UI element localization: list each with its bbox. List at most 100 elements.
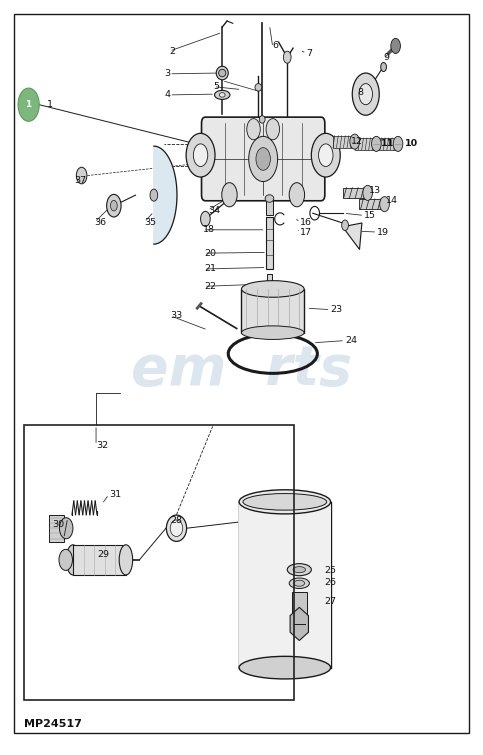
Text: 15: 15 bbox=[364, 211, 376, 220]
Text: 3: 3 bbox=[164, 69, 170, 79]
Text: 9: 9 bbox=[384, 53, 390, 62]
Bar bbox=[266, 217, 273, 269]
Circle shape bbox=[200, 211, 210, 226]
Ellipse shape bbox=[293, 567, 306, 573]
Bar bbox=[239, 502, 330, 667]
Text: 30: 30 bbox=[53, 520, 65, 529]
Bar bbox=[333, 136, 352, 148]
Circle shape bbox=[76, 168, 87, 183]
Circle shape bbox=[249, 137, 278, 181]
Ellipse shape bbox=[239, 490, 330, 514]
Ellipse shape bbox=[166, 515, 186, 541]
Text: 19: 19 bbox=[377, 227, 389, 236]
Text: 6: 6 bbox=[273, 42, 279, 51]
Ellipse shape bbox=[242, 326, 304, 340]
Text: em  rts: em rts bbox=[131, 343, 352, 397]
Ellipse shape bbox=[289, 578, 310, 588]
Text: 32: 32 bbox=[96, 441, 108, 450]
Circle shape bbox=[350, 134, 359, 149]
Text: 12: 12 bbox=[351, 137, 363, 146]
Ellipse shape bbox=[214, 91, 230, 100]
Circle shape bbox=[391, 39, 400, 54]
Text: 20: 20 bbox=[204, 248, 216, 257]
Text: 18: 18 bbox=[203, 225, 215, 234]
Circle shape bbox=[18, 88, 39, 122]
Bar bbox=[266, 199, 273, 215]
Text: 31: 31 bbox=[109, 490, 121, 499]
Text: 1: 1 bbox=[46, 100, 53, 109]
Circle shape bbox=[381, 63, 386, 72]
Circle shape bbox=[352, 73, 379, 116]
Circle shape bbox=[59, 518, 73, 539]
Circle shape bbox=[111, 200, 117, 211]
Ellipse shape bbox=[119, 545, 133, 575]
Circle shape bbox=[341, 220, 348, 230]
Ellipse shape bbox=[66, 545, 80, 575]
Ellipse shape bbox=[219, 93, 225, 97]
Text: 7: 7 bbox=[307, 49, 313, 58]
Ellipse shape bbox=[259, 116, 265, 123]
Text: 34: 34 bbox=[208, 205, 220, 214]
Circle shape bbox=[107, 194, 121, 217]
Ellipse shape bbox=[170, 520, 183, 537]
Text: 28: 28 bbox=[170, 516, 182, 525]
Circle shape bbox=[359, 84, 372, 105]
Ellipse shape bbox=[243, 494, 327, 510]
Text: 24: 24 bbox=[345, 336, 357, 345]
Circle shape bbox=[222, 183, 237, 207]
Text: 37: 37 bbox=[74, 176, 86, 184]
Bar bbox=[242, 289, 304, 333]
Text: 23: 23 bbox=[330, 305, 343, 314]
Ellipse shape bbox=[186, 134, 215, 177]
Bar bbox=[292, 592, 307, 615]
Bar bbox=[359, 199, 383, 209]
Bar bbox=[342, 187, 366, 198]
Circle shape bbox=[59, 550, 72, 571]
Ellipse shape bbox=[239, 656, 330, 679]
Bar bbox=[24, 425, 294, 700]
Circle shape bbox=[380, 196, 389, 211]
Circle shape bbox=[284, 51, 291, 63]
Circle shape bbox=[393, 137, 403, 152]
Text: 27: 27 bbox=[325, 596, 336, 606]
Ellipse shape bbox=[242, 281, 304, 297]
Text: 13: 13 bbox=[369, 186, 381, 195]
Circle shape bbox=[319, 144, 333, 167]
Text: 1: 1 bbox=[26, 100, 32, 109]
Text: 2: 2 bbox=[169, 47, 175, 56]
Ellipse shape bbox=[294, 581, 305, 586]
FancyBboxPatch shape bbox=[201, 117, 325, 201]
Text: 33: 33 bbox=[170, 311, 183, 320]
Ellipse shape bbox=[287, 564, 312, 576]
Circle shape bbox=[363, 185, 372, 200]
Text: 26: 26 bbox=[325, 578, 336, 587]
Text: 5: 5 bbox=[213, 82, 220, 91]
Circle shape bbox=[289, 183, 305, 207]
Text: 10: 10 bbox=[405, 140, 418, 149]
Ellipse shape bbox=[216, 66, 228, 80]
Text: 17: 17 bbox=[300, 228, 312, 237]
Text: MP24517: MP24517 bbox=[24, 720, 82, 729]
Circle shape bbox=[266, 119, 280, 140]
Text: 11: 11 bbox=[381, 140, 395, 149]
Text: 29: 29 bbox=[97, 550, 109, 559]
Polygon shape bbox=[342, 223, 362, 249]
Bar bbox=[376, 138, 396, 150]
Ellipse shape bbox=[219, 69, 226, 77]
Circle shape bbox=[371, 137, 381, 152]
Bar bbox=[73, 545, 126, 575]
Circle shape bbox=[256, 148, 270, 171]
Ellipse shape bbox=[312, 134, 340, 177]
Text: 21: 21 bbox=[204, 264, 216, 273]
Circle shape bbox=[193, 144, 208, 167]
Text: 4: 4 bbox=[164, 91, 170, 100]
Bar bbox=[49, 515, 64, 542]
Text: 14: 14 bbox=[386, 196, 398, 205]
Circle shape bbox=[150, 189, 158, 201]
Ellipse shape bbox=[255, 84, 262, 91]
Text: 16: 16 bbox=[300, 217, 312, 226]
Text: 22: 22 bbox=[204, 282, 216, 291]
Text: 8: 8 bbox=[357, 88, 363, 97]
Circle shape bbox=[247, 119, 260, 140]
Text: 35: 35 bbox=[144, 217, 156, 226]
